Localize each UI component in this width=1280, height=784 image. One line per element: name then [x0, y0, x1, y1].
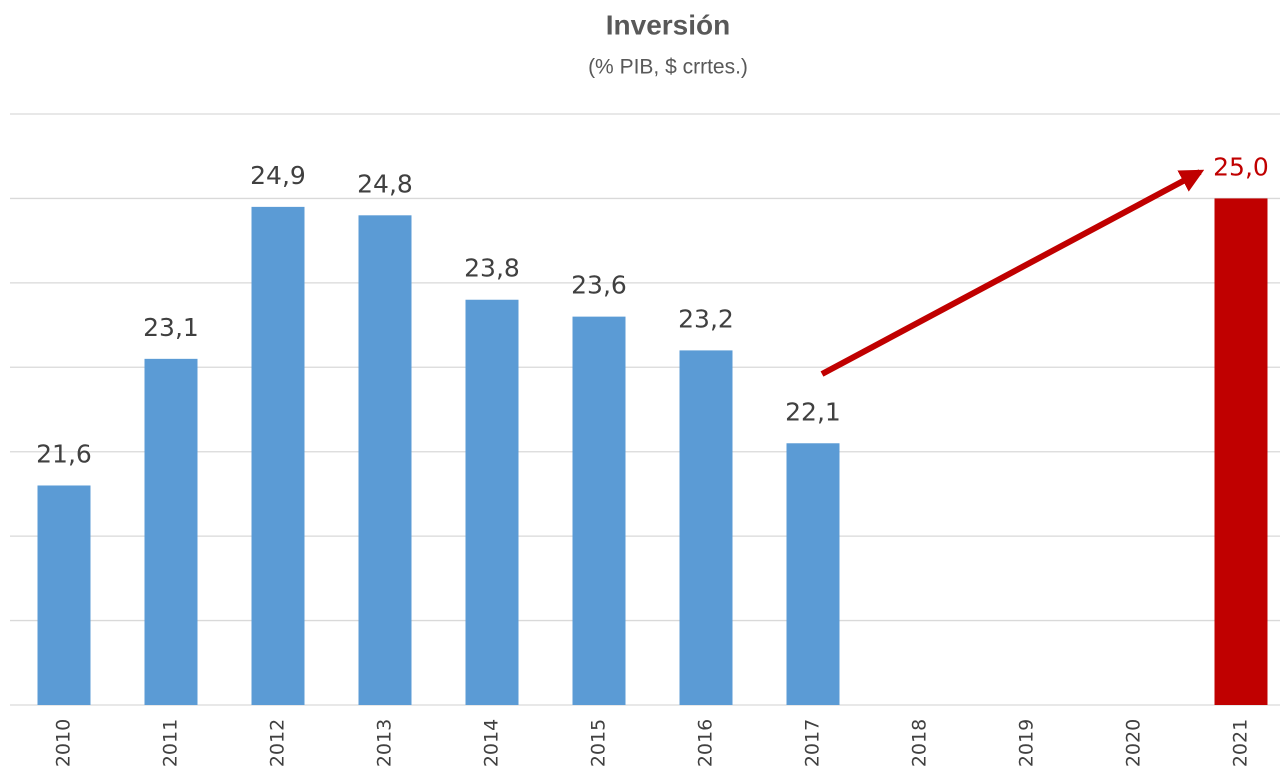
- x-tick-label: 2015: [588, 719, 610, 767]
- value-label: 23,8: [464, 254, 520, 283]
- value-label: 24,8: [357, 169, 413, 198]
- x-tick-label: 2016: [695, 719, 717, 767]
- x-tick-label: 2010: [53, 719, 75, 767]
- value-label: 25,0: [1213, 152, 1269, 181]
- chart-subtitle: (% PIB, $ crrtes.): [588, 56, 748, 79]
- x-tick-label: 2013: [374, 719, 396, 767]
- value-label: 23,6: [571, 271, 627, 300]
- chart-title: Inversión: [606, 9, 730, 40]
- bar: [37, 485, 91, 705]
- value-label: 21,6: [36, 439, 92, 468]
- x-tick-label: 2014: [481, 719, 503, 767]
- bar: [144, 358, 198, 705]
- x-tick-label: 2011: [160, 719, 182, 767]
- bar: [251, 206, 305, 705]
- bar: [679, 350, 733, 705]
- value-label: 22,1: [785, 397, 841, 426]
- x-tick-label: 2012: [267, 719, 289, 767]
- value-label: 24,9: [250, 161, 306, 190]
- bar: [1214, 198, 1268, 705]
- x-tick-label: 2017: [802, 719, 824, 767]
- value-label: 23,1: [143, 313, 199, 342]
- value-label: 23,2: [678, 304, 734, 333]
- bar: [465, 299, 519, 705]
- x-tick-label: 2020: [1123, 719, 1145, 767]
- bar: [358, 215, 412, 706]
- bar: [786, 443, 840, 705]
- bar: [572, 316, 626, 705]
- x-tick-label: 2019: [1016, 719, 1038, 767]
- x-tick-label: 2018: [909, 719, 931, 767]
- trend-arrow: [820, 169, 1205, 377]
- x-tick-label: 2021: [1230, 719, 1252, 767]
